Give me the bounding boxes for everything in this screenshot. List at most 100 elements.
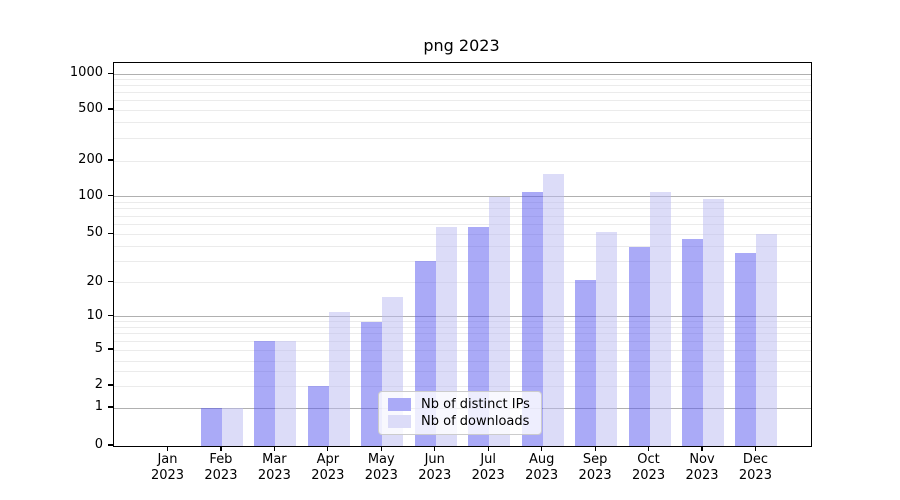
x-tick-label: Jun 2023 <box>418 452 452 483</box>
y-tick-mark <box>108 281 113 283</box>
gridline-minor <box>114 208 811 210</box>
gridline-minor <box>114 100 811 102</box>
x-tick-mark <box>594 446 596 451</box>
gridline-minor <box>114 92 811 94</box>
x-tick-mark <box>487 446 489 451</box>
bar-downloads <box>221 408 243 446</box>
bar-distinct-ips <box>682 238 703 446</box>
y-tick-mark <box>108 195 113 197</box>
gridline-minor <box>114 370 811 372</box>
x-tick-mark <box>273 446 275 451</box>
bar-distinct-ips <box>628 247 650 446</box>
bar-downloads <box>489 196 511 446</box>
x-tick-label: Jul 2023 <box>471 452 505 483</box>
bar-downloads <box>756 234 778 446</box>
x-tick-mark <box>220 446 222 451</box>
gridline-major <box>114 316 811 318</box>
y-tick-mark <box>108 348 113 350</box>
y-tick-label: 50 <box>86 225 103 241</box>
legend-label-downloads: Nb of downloads <box>421 414 530 429</box>
legend-label-distinct-ips: Nb of distinct IPs <box>421 397 530 412</box>
x-tick-mark <box>380 446 382 451</box>
gridline-minor <box>114 79 811 81</box>
y-tick-label: 0 <box>94 437 103 452</box>
gridline-minor <box>114 245 811 247</box>
y-tick-label: 100 <box>78 187 103 203</box>
chart-title: png 2023 <box>423 36 500 55</box>
legend-item-distinct-ips: Nb of distinct IPs <box>388 397 541 412</box>
y-tick-mark <box>108 315 113 317</box>
bar-downloads <box>542 174 564 446</box>
x-tick-label: Apr 2023 <box>311 452 345 483</box>
gridline-minor <box>114 340 811 342</box>
x-tick-label: May 2023 <box>364 452 398 483</box>
x-tick-mark <box>541 446 543 451</box>
y-tick-label: 20 <box>86 273 103 289</box>
legend: Nb of distinct IPs Nb of downloads <box>378 391 542 435</box>
y-tick-label: 1000 <box>69 65 103 81</box>
gridline-minor <box>114 85 811 87</box>
gridline-minor <box>114 260 811 262</box>
bar-downloads <box>275 341 297 446</box>
bar-distinct-ips <box>254 341 276 446</box>
x-tick-mark <box>327 446 329 451</box>
x-tick-mark <box>647 446 650 451</box>
gridline-minor <box>114 326 811 328</box>
gridline-major <box>114 73 811 75</box>
x-tick-label: Jan 2023 <box>150 452 185 483</box>
bar-downloads <box>703 199 724 446</box>
x-tick-label: Mar 2023 <box>257 452 291 483</box>
x-tick-mark <box>166 446 169 451</box>
gridline-minor <box>114 121 811 123</box>
bar-distinct-ips <box>200 408 222 446</box>
gridline-minor <box>114 215 811 217</box>
y-tick-mark <box>108 159 113 161</box>
gridline-minor <box>114 233 811 235</box>
x-tick-label: Aug 2023 <box>525 452 559 483</box>
y-tick-label: 1 <box>94 399 103 414</box>
gridline-minor <box>114 201 811 203</box>
plot-area <box>113 62 812 447</box>
x-tick-mark <box>434 446 436 451</box>
gridline-minor <box>114 321 811 323</box>
x-tick-mark <box>701 446 703 451</box>
y-tick-mark <box>108 384 113 386</box>
x-tick-mark <box>754 446 757 451</box>
bar-distinct-ips <box>575 280 597 446</box>
gridline-minor <box>114 137 811 139</box>
gridline-major <box>114 196 811 198</box>
gridline-minor <box>114 160 811 162</box>
x-tick-label: Nov 2023 <box>685 452 719 483</box>
gridline-minor <box>114 360 811 362</box>
y-tick-mark <box>108 444 113 446</box>
y-tick-mark <box>108 108 113 110</box>
bar-distinct-ips <box>521 191 543 446</box>
legend-swatch-downloads <box>388 415 411 428</box>
legend-swatch-distinct-ips <box>388 398 411 411</box>
y-tick-label: 10 <box>86 307 103 323</box>
legend-item-downloads: Nb of downloads <box>388 414 541 429</box>
gridline-minor <box>114 349 811 351</box>
x-tick-label: Sep 2023 <box>578 452 612 483</box>
bar-distinct-ips <box>361 321 383 446</box>
gridline-minor <box>114 223 811 225</box>
gridline-minor <box>114 385 811 387</box>
y-tick-mark <box>108 406 113 408</box>
x-tick-label: Oct 2023 <box>632 452 666 483</box>
y-tick-label: 500 <box>78 101 103 116</box>
y-tick-mark <box>108 72 113 74</box>
gridline-minor <box>114 109 811 111</box>
y-tick-label: 200 <box>78 152 103 167</box>
gridline-minor <box>114 333 811 335</box>
y-tick-label: 5 <box>94 341 103 356</box>
x-tick-label: Dec 2023 <box>738 452 772 483</box>
gridline-minor <box>114 282 811 284</box>
y-tick-label: 2 <box>94 377 103 392</box>
bar-distinct-ips <box>735 253 757 446</box>
bar-downloads <box>649 191 671 446</box>
bar-distinct-ips <box>307 386 329 446</box>
bar-downloads <box>328 312 350 446</box>
x-tick-label: Feb 2023 <box>204 452 238 483</box>
y-tick-mark <box>108 232 113 234</box>
